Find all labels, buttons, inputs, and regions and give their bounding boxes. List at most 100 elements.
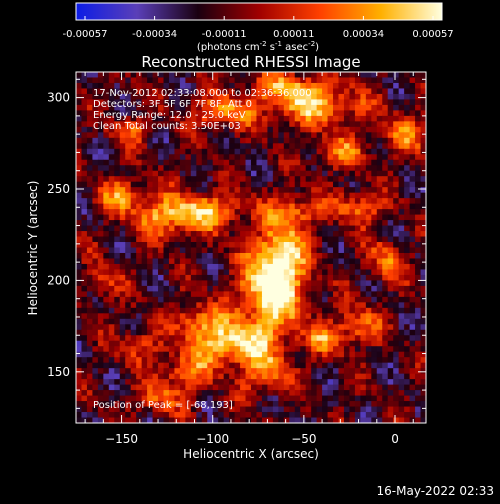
- heatmap-cell: [398, 88, 405, 95]
- heatmap-cell: [365, 401, 372, 407]
- heatmap-cell: [354, 187, 361, 194]
- heatmap-cell: [316, 225, 323, 232]
- heatmap-cell: [251, 412, 257, 418]
- heatmap-cell: [196, 351, 203, 358]
- heatmap-cell: [163, 170, 170, 177]
- heatmap-cell: [338, 181, 345, 188]
- heatmap-cell: [218, 143, 225, 150]
- heatmap-cell: [267, 132, 274, 139]
- heatmap-cell: [125, 72, 132, 78]
- heatmap-cell: [147, 296, 153, 303]
- heatmap-cell: [163, 373, 170, 380]
- heatmap-cell: [207, 307, 214, 314]
- heatmap-cell: [382, 384, 389, 391]
- heatmap-cell: [97, 307, 104, 314]
- heatmap-cell: [360, 379, 367, 386]
- heatmap-cell: [272, 137, 279, 144]
- heatmap-cell: [201, 220, 208, 226]
- heatmap-cell: [316, 82, 323, 89]
- heatmap-cell: [343, 148, 350, 155]
- heatmap-cell: [141, 324, 148, 331]
- heatmap-cell: [371, 384, 378, 391]
- heatmap-cell: [130, 143, 137, 150]
- heatmap-cell: [338, 340, 345, 347]
- heatmap-cell: [223, 280, 230, 287]
- heatmap-cell: [256, 351, 263, 358]
- heatmap-cell: [311, 143, 318, 150]
- heatmap-cell: [125, 417, 132, 423]
- heatmap-cell: [125, 269, 132, 276]
- heatmap-cell: [125, 148, 132, 155]
- heatmap-cell: [212, 291, 219, 298]
- heatmap-cell: [141, 192, 148, 199]
- heatmap-cell: [218, 242, 225, 248]
- heatmap-cell: [420, 384, 426, 391]
- heatmap-cell: [92, 231, 99, 237]
- heatmap-cell: [125, 362, 132, 369]
- heatmap-cell: [103, 313, 110, 320]
- heatmap-cell: [119, 88, 126, 95]
- heatmap-cell: [278, 176, 285, 183]
- heatmap-cell: [103, 203, 110, 210]
- heatmap-cell: [349, 148, 356, 155]
- heatmap-cell: [86, 285, 93, 292]
- heatmap-cell: [168, 236, 175, 243]
- heatmap-cell: [114, 318, 121, 325]
- heatmap-cell: [114, 346, 121, 353]
- heatmap-cell: [415, 263, 421, 270]
- heatmap-cell: [212, 390, 219, 396]
- heatmap-cell: [294, 121, 301, 128]
- heatmap-cell: [267, 159, 274, 166]
- heatmap-cell: [371, 291, 378, 298]
- heatmap-cell: [229, 395, 235, 402]
- heatmap-cell: [201, 368, 208, 375]
- heatmap-cell: [174, 318, 181, 325]
- heatmap-cell: [371, 395, 378, 402]
- heatmap-cell: [240, 395, 246, 402]
- heatmap-cell: [300, 258, 307, 265]
- heatmap-cell: [108, 379, 115, 386]
- heatmap-cell: [420, 137, 426, 144]
- heatmap-cell: [338, 121, 345, 128]
- heatmap-cell: [92, 412, 99, 418]
- heatmap-cell: [81, 324, 88, 331]
- heatmap-cell: [141, 203, 148, 210]
- heatmap-cell: [294, 198, 301, 205]
- heatmap-cell: [179, 412, 186, 418]
- heatmap-cell: [327, 170, 334, 177]
- heatmap-cell: [76, 126, 82, 133]
- heatmap-cell: [114, 198, 121, 205]
- heatmap-cell: [398, 115, 405, 122]
- heatmap-cell: [415, 143, 421, 150]
- heatmap-cell: [190, 373, 197, 380]
- heatmap-cell: [338, 231, 345, 237]
- heatmap-cell: [179, 104, 186, 111]
- heatmap-cell: [136, 88, 143, 95]
- heatmap-cell: [316, 401, 323, 407]
- heatmap-cell: [207, 187, 214, 194]
- heatmap-cell: [201, 395, 208, 402]
- heatmap-cell: [168, 318, 175, 325]
- heatmap-cell: [333, 302, 339, 309]
- heatmap-cell: [398, 77, 405, 84]
- heatmap-cell: [289, 104, 296, 111]
- heatmap-cell: [415, 340, 421, 347]
- heatmap-cell: [365, 395, 372, 402]
- heatmap-cell: [119, 412, 126, 418]
- heatmap-cell: [136, 302, 143, 309]
- heatmap-cell: [267, 126, 274, 133]
- heatmap-cell: [311, 362, 318, 369]
- heatmap-cell: [316, 176, 323, 183]
- heatmap-cell: [305, 351, 312, 358]
- heatmap-cell: [245, 351, 252, 358]
- heatmap-cell: [81, 401, 88, 407]
- heatmap-cell: [333, 357, 339, 364]
- heatmap-cell: [130, 203, 137, 210]
- heatmap-cell: [207, 351, 214, 358]
- heatmap-cell: [283, 318, 290, 325]
- heatmap-cell: [86, 181, 93, 188]
- heatmap-cell: [185, 225, 192, 232]
- heatmap-cell: [283, 176, 290, 183]
- heatmap-cell: [393, 231, 400, 237]
- heatmap-cell: [245, 220, 252, 226]
